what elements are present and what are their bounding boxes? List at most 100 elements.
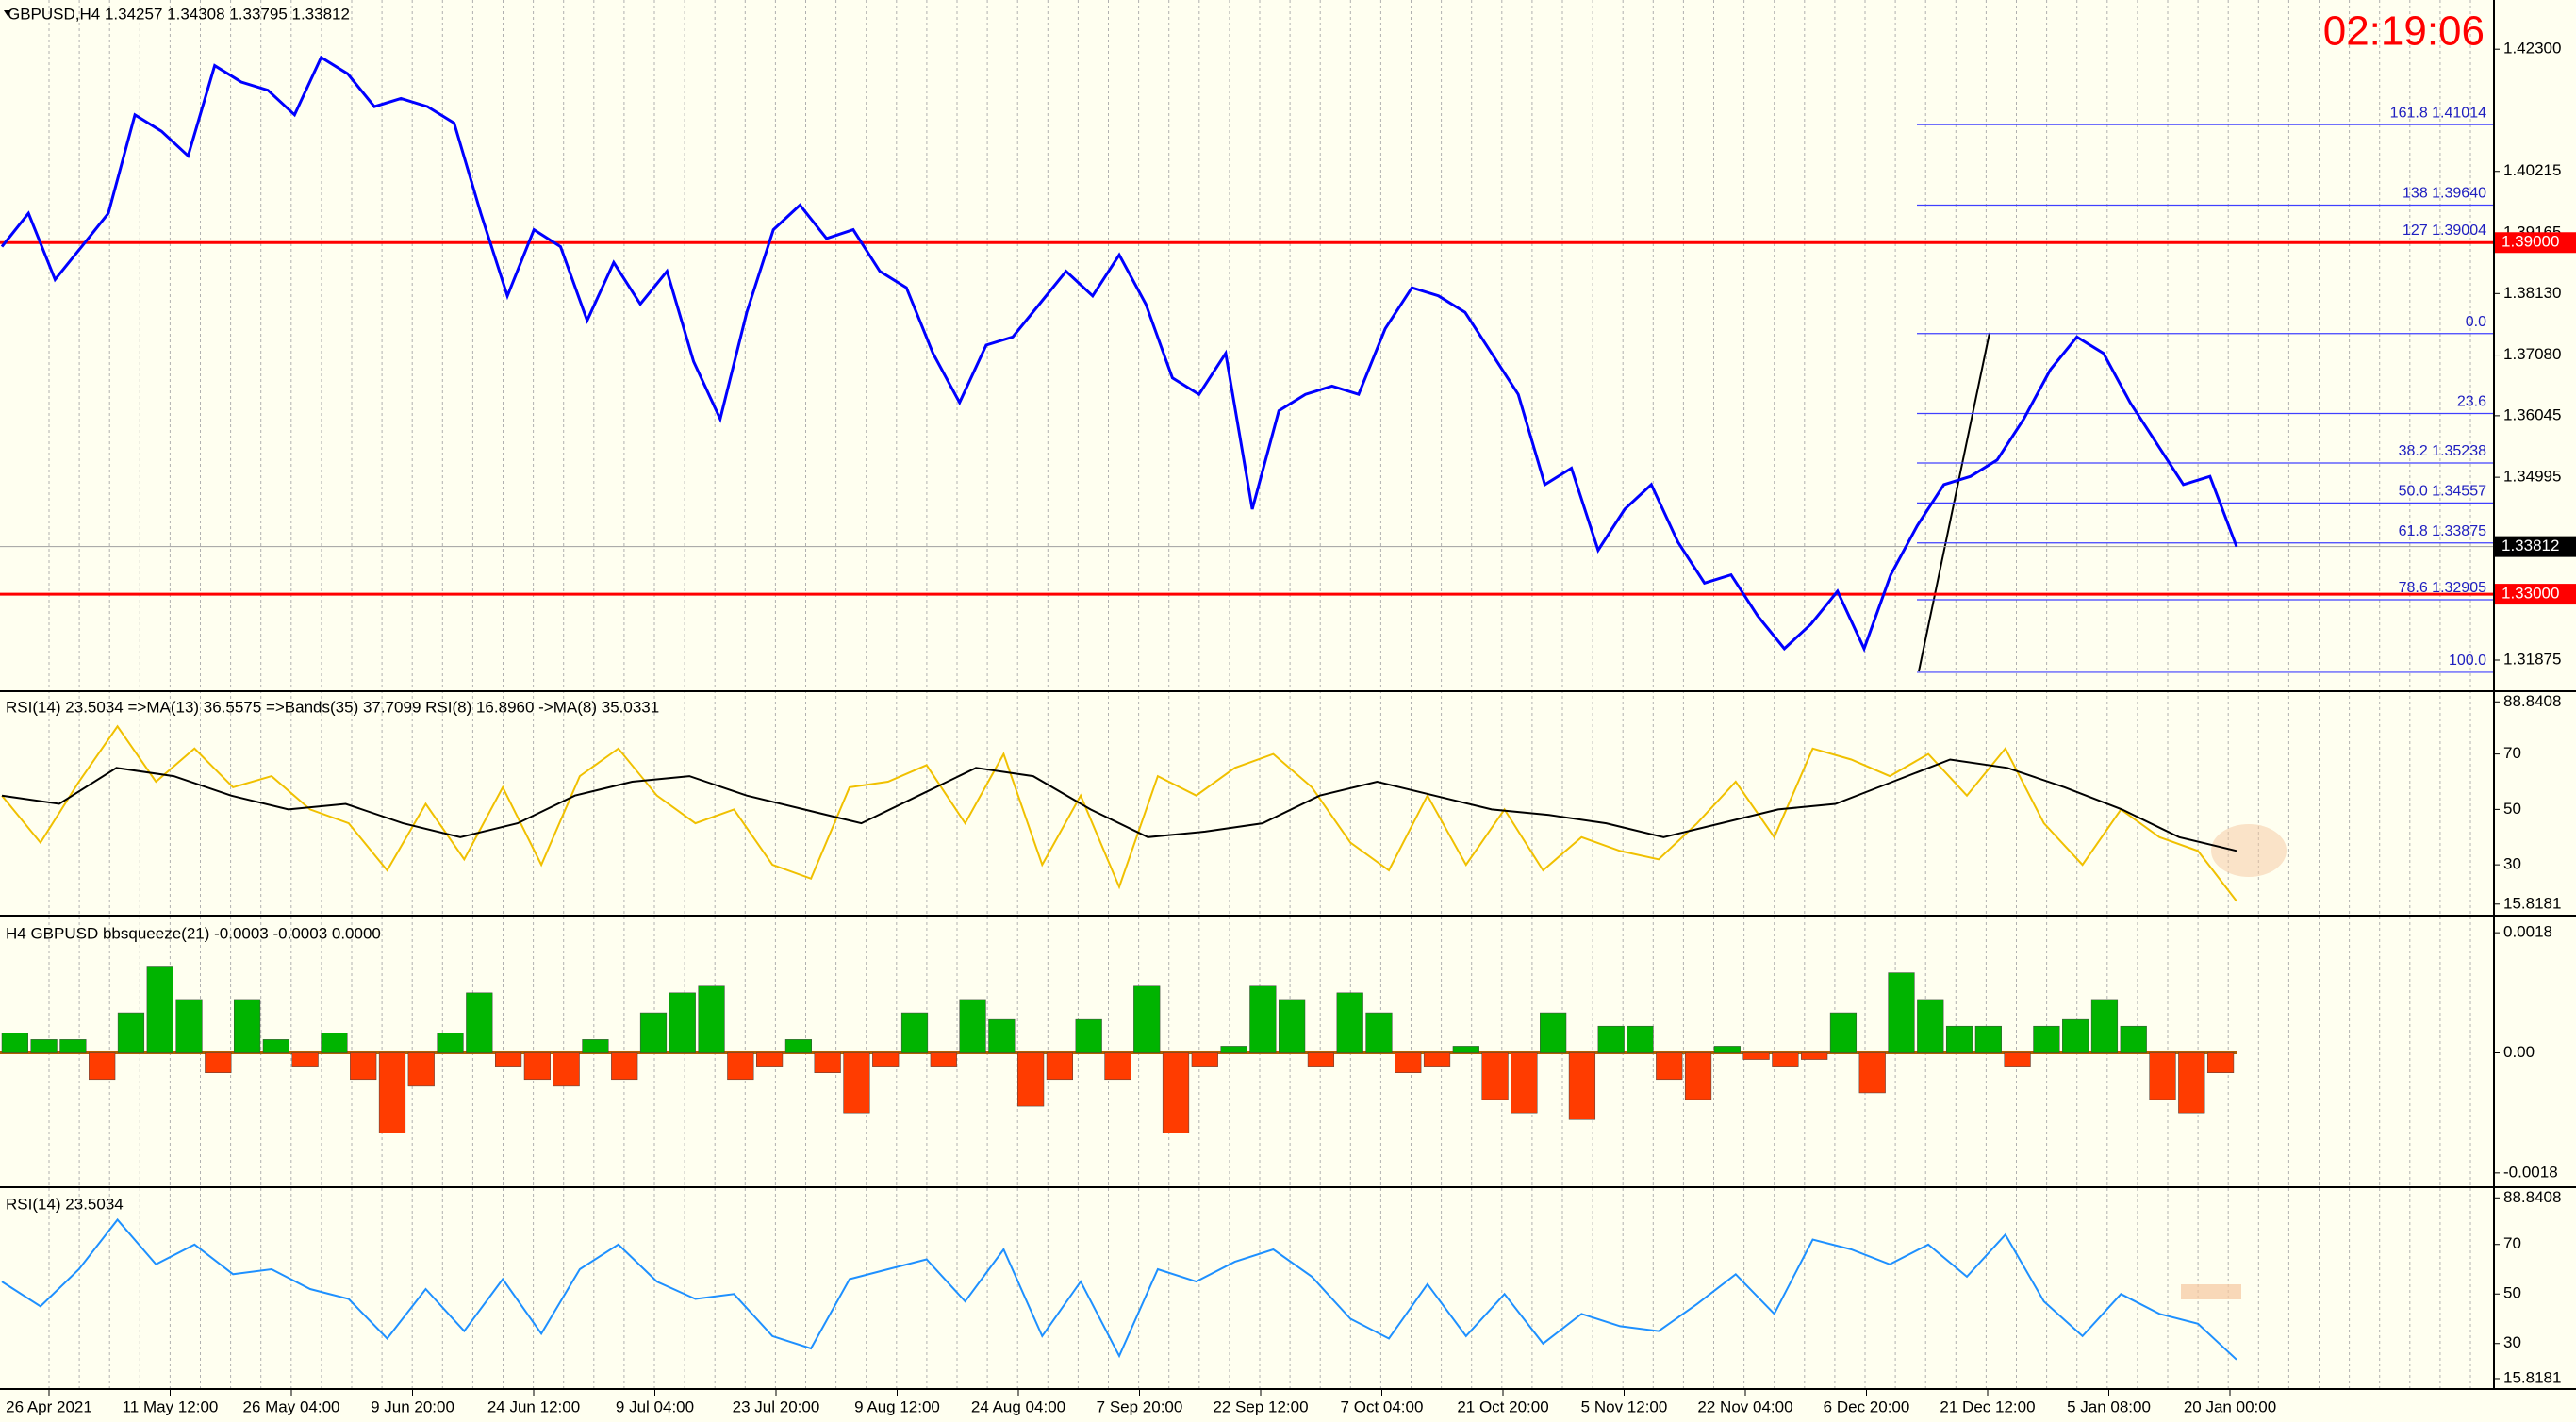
price-box	[2494, 232, 2576, 254]
histogram-bar	[1597, 1025, 1625, 1053]
histogram-bar	[2033, 1025, 2060, 1053]
histogram-bar	[1656, 1052, 1683, 1081]
histogram-bar	[117, 1012, 145, 1053]
histogram-bar	[2149, 1052, 2176, 1100]
x-tick-label: 11 May 12:00	[123, 1397, 219, 1415]
panel-title: H4 GBPUSD bbsqueeze(21) -0.0003 -0.0003 …	[6, 924, 381, 942]
x-tick-label: 21 Dec 12:00	[1940, 1397, 2035, 1415]
histogram-bar	[407, 1052, 435, 1087]
histogram-bar	[1568, 1052, 1596, 1120]
series-line	[1, 724, 2237, 902]
panel-title: RSI(14) 23.5034	[6, 1195, 124, 1213]
histogram-bar	[146, 966, 173, 1053]
fib-label: 50.0 1.34557	[2399, 484, 2487, 500]
y-tick-label: 88.8408	[2503, 1188, 2561, 1206]
histogram-bar	[756, 1052, 784, 1066]
histogram-bar	[553, 1052, 580, 1087]
histogram-bar	[698, 985, 725, 1053]
histogram-bar	[1423, 1052, 1451, 1066]
y-tick-label: 0.00	[2503, 1043, 2535, 1061]
price-box	[2494, 536, 2576, 557]
histogram-bar	[175, 999, 203, 1053]
fib-label: 0.0	[2466, 314, 2486, 330]
y-tick-label: 1.34995	[2503, 468, 2561, 486]
histogram-bar	[1772, 1052, 1799, 1066]
histogram-bar	[1307, 1052, 1335, 1066]
histogram-bar	[1249, 985, 1277, 1053]
histogram-bar	[291, 1052, 319, 1066]
histogram-bar	[2178, 1052, 2205, 1114]
histogram-bar	[59, 1039, 87, 1053]
histogram-bar	[872, 1052, 900, 1066]
x-tick-label: 5 Jan 08:00	[2067, 1397, 2151, 1415]
y-tick-label: 88.8408	[2503, 692, 2561, 710]
histogram-bar	[378, 1052, 406, 1133]
histogram-bar	[1279, 999, 1306, 1053]
y-tick-label: 15.8181	[2503, 1368, 2561, 1386]
highlight	[2211, 824, 2287, 877]
y-tick-label: 70	[2503, 744, 2521, 762]
histogram-bar	[1917, 999, 1944, 1053]
histogram-bar	[1540, 1012, 1567, 1053]
histogram-bar	[1017, 1052, 1045, 1107]
histogram-bar	[2120, 1025, 2147, 1053]
histogram-bar	[466, 992, 493, 1053]
histogram-bar	[1162, 1052, 1190, 1133]
x-tick-label: 23 Jul 20:00	[733, 1397, 820, 1415]
x-tick-label: 20 Jan 00:00	[2184, 1397, 2276, 1415]
histogram-bar	[1974, 1025, 2002, 1053]
y-tick-label: 30	[2503, 855, 2521, 873]
histogram-bar	[930, 1052, 957, 1066]
x-tick-label: 21 Oct 20:00	[1457, 1397, 1548, 1415]
x-tick-label: 7 Oct 04:00	[1341, 1397, 1424, 1415]
x-tick-label: 26 May 04:00	[242, 1397, 339, 1415]
x-tick-label: 22 Nov 04:00	[1697, 1397, 1792, 1415]
y-tick-label: 30	[2503, 1333, 2521, 1351]
histogram-bar	[1075, 1018, 1102, 1053]
histogram-bar	[1945, 1025, 1973, 1053]
histogram-bar	[30, 1039, 58, 1053]
y-tick-label: 50	[2503, 1284, 2521, 1302]
histogram-bar	[1684, 1052, 1712, 1100]
y-tick-label: 1.36045	[2503, 405, 2561, 423]
y-tick-label: 1.38130	[2503, 284, 2561, 302]
histogram-bar	[1627, 1025, 1654, 1053]
x-tick-label: 7 Sep 20:00	[1097, 1397, 1183, 1415]
histogram-bar	[2004, 1052, 2031, 1066]
histogram-bar	[639, 1012, 668, 1053]
panel-title: RSI(14) 23.5034 =>MA(13) 36.5575 =>Bands…	[6, 698, 659, 716]
histogram-bar	[900, 1012, 929, 1053]
series-line	[1, 758, 2237, 852]
x-tick-label: 24 Aug 04:00	[971, 1397, 1065, 1415]
fib-label: 138 1.39640	[2403, 186, 2486, 202]
collapse-icon[interactable]	[4, 10, 11, 16]
fib-label: 127 1.39004	[2403, 223, 2486, 239]
histogram-bar	[321, 1033, 348, 1053]
histogram-bar	[233, 999, 261, 1053]
histogram-bar	[959, 999, 986, 1053]
fib-label: 61.8 1.33875	[2399, 523, 2487, 539]
histogram-bar	[523, 1052, 551, 1081]
histogram-bar	[1104, 1052, 1131, 1081]
y-tick-label: 1.37080	[2503, 345, 2561, 363]
histogram-bar	[205, 1052, 232, 1073]
histogram-bar	[350, 1052, 377, 1081]
price-box-label: 1.33812	[2502, 537, 2559, 554]
histogram-bar	[727, 1052, 754, 1081]
histogram-bar	[1395, 1052, 1422, 1073]
series-line	[0, 55, 2238, 653]
histogram-bar	[1713, 1046, 1741, 1053]
fib-label: 23.6	[2457, 394, 2486, 410]
x-tick-label: 9 Jun 20:00	[371, 1397, 454, 1415]
x-tick-label: 24 Jun 12:00	[487, 1397, 580, 1415]
histogram-bar	[1888, 972, 1915, 1053]
histogram-bar	[2206, 1052, 2235, 1073]
histogram-bar	[1191, 1052, 1218, 1066]
histogram-bar	[582, 1039, 609, 1053]
histogram-bar	[1801, 1052, 1828, 1060]
histogram-bar	[1, 1033, 28, 1053]
highlight	[2181, 1284, 2241, 1299]
fib-label: 38.2 1.35238	[2399, 443, 2487, 459]
